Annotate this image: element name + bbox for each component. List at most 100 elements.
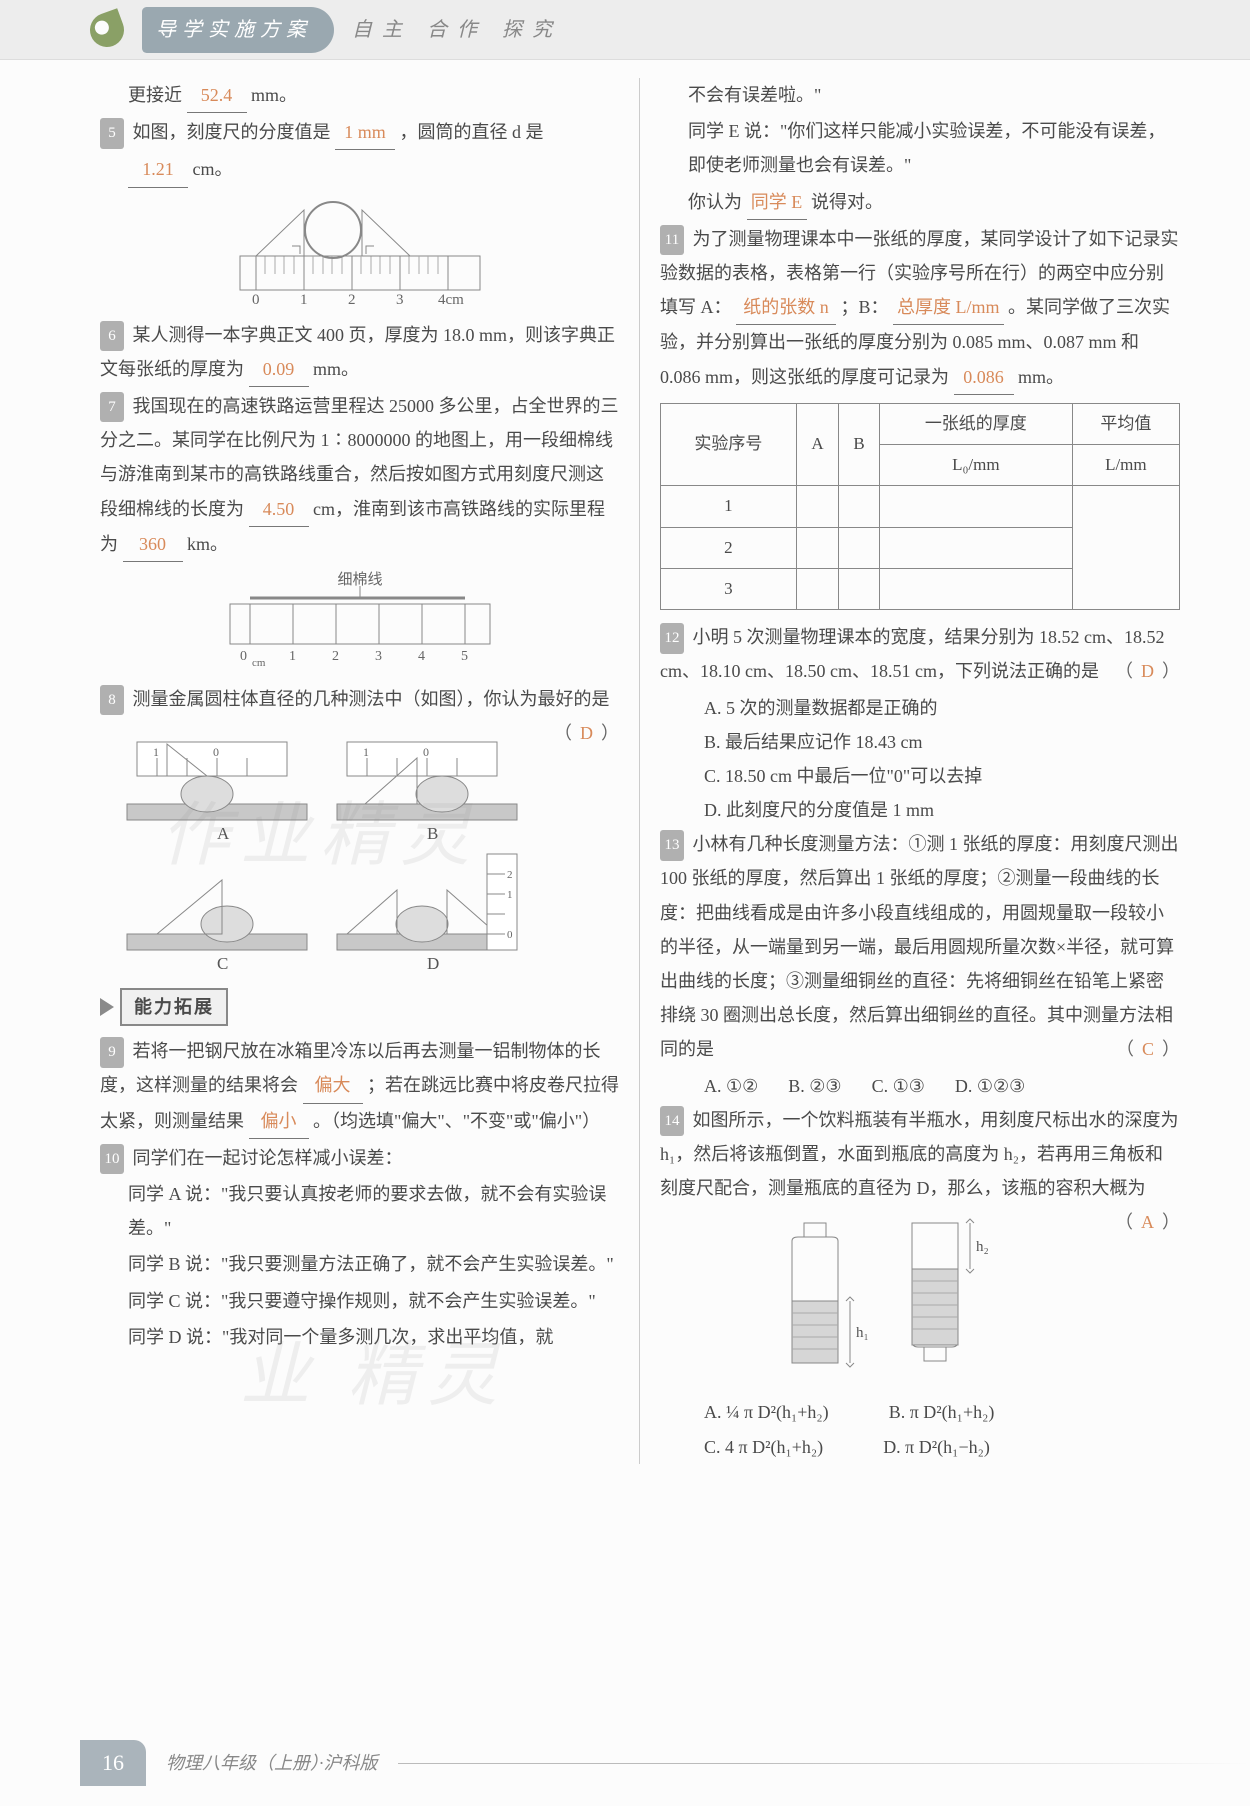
q10-num: 10 [100, 1144, 124, 1175]
q14-opt-b: B. π D²(h₁+h₂) [889, 1395, 995, 1429]
svg-text:0: 0 [423, 745, 429, 759]
q10-a: 同学 A 说："我只要认真按老师的要求去做，就不会有实验误差。" [100, 1177, 619, 1245]
q14-opts-2: C. 4 π D²(h₁+h₂) D. π D²(h₁−h₂) [660, 1430, 1180, 1464]
q11-a3: 0.086 [954, 360, 1014, 395]
q12-opt-b: B. 最后结果应记作 18.43 cm [660, 725, 1180, 759]
svg-text:4cm: 4cm [438, 292, 464, 306]
q7-a1: 4.50 [249, 492, 309, 527]
page: 导学实施方案 自主 合作 探究 作业精灵 业 精灵 更接近 52.4 mm。 5… [0, 0, 1250, 1806]
svg-text:A: A [217, 824, 230, 843]
q9-a2: 偏小 [249, 1104, 309, 1139]
q5-t2: ，圆筒的直径 d 是 [400, 122, 544, 142]
q5: 5 如图，刻度尺的分度值是 1 mm ，圆筒的直径 d 是 [100, 115, 619, 150]
q12-t1: 小明 5 次测量物理课本的宽度，结果分别为 18.52 cm、18.52 cm、… [660, 627, 1165, 681]
table-row: 1 [661, 486, 1180, 527]
q5-num: 5 [100, 118, 124, 149]
q10-cont: 不会有误差啦。" [660, 78, 1180, 112]
q11-t2: ；B： [841, 297, 889, 317]
svg-text:B: B [427, 824, 438, 843]
q14-t1: 如图所示，一个饮料瓶装有半瓶水，用刻度尺标出水的深度为 h₁，然后将该瓶倒置，水… [660, 1110, 1179, 1198]
header-banner: 导学实施方案 [142, 7, 334, 53]
svg-text:cm: cm [252, 657, 266, 669]
page-header: 导学实施方案 自主 合作 探究 [0, 0, 1250, 60]
svg-text:C: C [217, 954, 228, 973]
page-number: 16 [80, 1740, 146, 1786]
q6-t2: mm。 [313, 359, 359, 379]
pre-text: 更接近 [128, 85, 182, 105]
svg-text:h₂: h₂ [976, 1239, 989, 1255]
q14-opt-d: D. π D²(h₁−h₂) [883, 1430, 990, 1464]
svg-text:5: 5 [461, 649, 468, 664]
q10-intro: 同学们在一起讨论怎样减小误差： [133, 1148, 403, 1168]
th-3: 一张纸的厚度 [879, 403, 1072, 444]
q13-opt-a: A. ①② [704, 1069, 758, 1103]
q5-figure: 0 1 2 3 4cm [100, 196, 619, 306]
q14-figure: h₁ h₂ [660, 1213, 1180, 1383]
th-s3: L₀/mm [879, 444, 1072, 485]
q12-opt-c: C. 18.50 cm 中最后一位"0"可以去掉 [660, 759, 1180, 793]
q11-a1: 纸的张数 n [736, 290, 836, 325]
q14-opt-c: C. 4 π D²(h₁+h₂) [704, 1430, 823, 1464]
svg-text:1: 1 [289, 649, 296, 664]
q10-t3: 说得对。 [811, 192, 883, 212]
content-columns: 更接近 52.4 mm。 5 如图，刻度尺的分度值是 1 mm ，圆筒的直径 d… [0, 60, 1250, 1464]
section-label: 能力拓展 [120, 988, 228, 1026]
svg-text:0: 0 [252, 292, 260, 306]
q14: 14 如图所示，一个饮料瓶装有半瓶水，用刻度尺标出水的深度为 h₁，然后将该瓶倒… [660, 1103, 1180, 1206]
svg-text:4: 4 [418, 649, 425, 664]
header-subtitle: 自主 合作 探究 [352, 11, 562, 49]
svg-text:2: 2 [348, 292, 356, 306]
q10: 10 同学们在一起讨论怎样减小误差： [100, 1141, 619, 1175]
q11-num: 11 [660, 225, 684, 256]
svg-text:0: 0 [213, 745, 219, 759]
svg-text:3: 3 [396, 292, 404, 306]
th-4: 平均值 [1072, 403, 1179, 444]
q8-t1: 测量金属圆柱体直径的几种测法中（如图），你认为最好的是 [133, 689, 610, 709]
q6: 6 某人测得一本字典正文 400 页，厚度为 18.0 mm，则该字典正文每张纸… [100, 318, 619, 387]
q7-figure: 细棉线 0cm 1 2 3 4 5 [100, 570, 619, 670]
q14-opt-a: A. ¼ π D²(h₁+h₂) [704, 1395, 829, 1429]
right-column: 不会有误差啦。" 同学 E 说："你们这样只能减小实验误差，不可能没有误差，即使… [640, 78, 1180, 1464]
page-footer: 16 物理八年级（上册）·沪科版 [0, 1740, 1250, 1786]
q7-num: 7 [100, 392, 124, 423]
pre-answer: 52.4 [187, 78, 247, 113]
q13-opt-c: C. ①③ [872, 1069, 925, 1103]
q5-a1: 1 mm [335, 115, 395, 150]
q8: 8 测量金属圆柱体直径的几种测法中（如图），你认为最好的是 （D） [100, 682, 619, 716]
leaf-icon [85, 8, 129, 52]
th-2: B [839, 403, 880, 486]
q12-opt-d: D. 此刻度尺的分度值是 1 mm [660, 793, 1180, 827]
svg-text:h₁: h₁ [856, 1325, 869, 1341]
q7-a2: 360 [123, 527, 183, 562]
svg-text:细棉线: 细棉线 [337, 571, 382, 588]
svg-text:0: 0 [507, 929, 513, 941]
q6-num: 6 [100, 321, 124, 352]
book-title: 物理八年级（上册）·沪科版 [166, 1746, 378, 1780]
q14-num: 14 [660, 1106, 684, 1137]
q12-opt-a: A. 5 次的测量数据都是正确的 [660, 691, 1180, 725]
svg-text:1: 1 [300, 292, 308, 306]
q5-a2: 1.21 [128, 152, 188, 187]
svg-text:1: 1 [153, 745, 159, 759]
q8-answer: （D） [554, 716, 619, 750]
q5-t3: cm。 [193, 159, 233, 179]
q13-opt-d: D. ①②③ [955, 1069, 1025, 1103]
q13-opts: A. ①② B. ②③ C. ①③ D. ①②③ [660, 1069, 1180, 1103]
left-column: 更接近 52.4 mm。 5 如图，刻度尺的分度值是 1 mm ，圆筒的直径 d… [100, 78, 640, 1464]
q12: 12 小明 5 次测量物理课本的宽度，结果分别为 18.52 cm、18.52 … [660, 620, 1180, 688]
svg-text:2: 2 [332, 649, 339, 664]
q8-figure: 1 0 A 1 0 B [100, 724, 619, 974]
q8-num: 8 [100, 685, 124, 716]
th-0: 实验序号 [661, 403, 797, 486]
q9: 9 若将一把钢尺放在冰箱里冷冻以后再去测量一铝制物体的长度，这样测量的结果将会 … [100, 1034, 619, 1139]
svg-text:1: 1 [507, 889, 513, 901]
q11-t4: mm。 [1018, 367, 1064, 387]
q9-a1: 偏大 [303, 1068, 363, 1103]
q13-opt-b: B. ②③ [788, 1069, 841, 1103]
q14-opts-1: A. ¼ π D²(h₁+h₂) B. π D²(h₁+h₂) [660, 1395, 1180, 1429]
q12-num: 12 [660, 623, 684, 654]
q11: 11 为了测量物理课本中一张纸的厚度，某同学设计了如下记录实验数据的表格，表格第… [660, 222, 1180, 395]
q7: 7 我国现在的高速铁路运营里程达 25000 多公里，占全世界的三分之二。某同学… [100, 389, 619, 562]
q10-b: 同学 B 说："我只要测量方法正确了，就不会产生实验误差。" [100, 1247, 619, 1281]
q13-num: 13 [660, 830, 684, 861]
